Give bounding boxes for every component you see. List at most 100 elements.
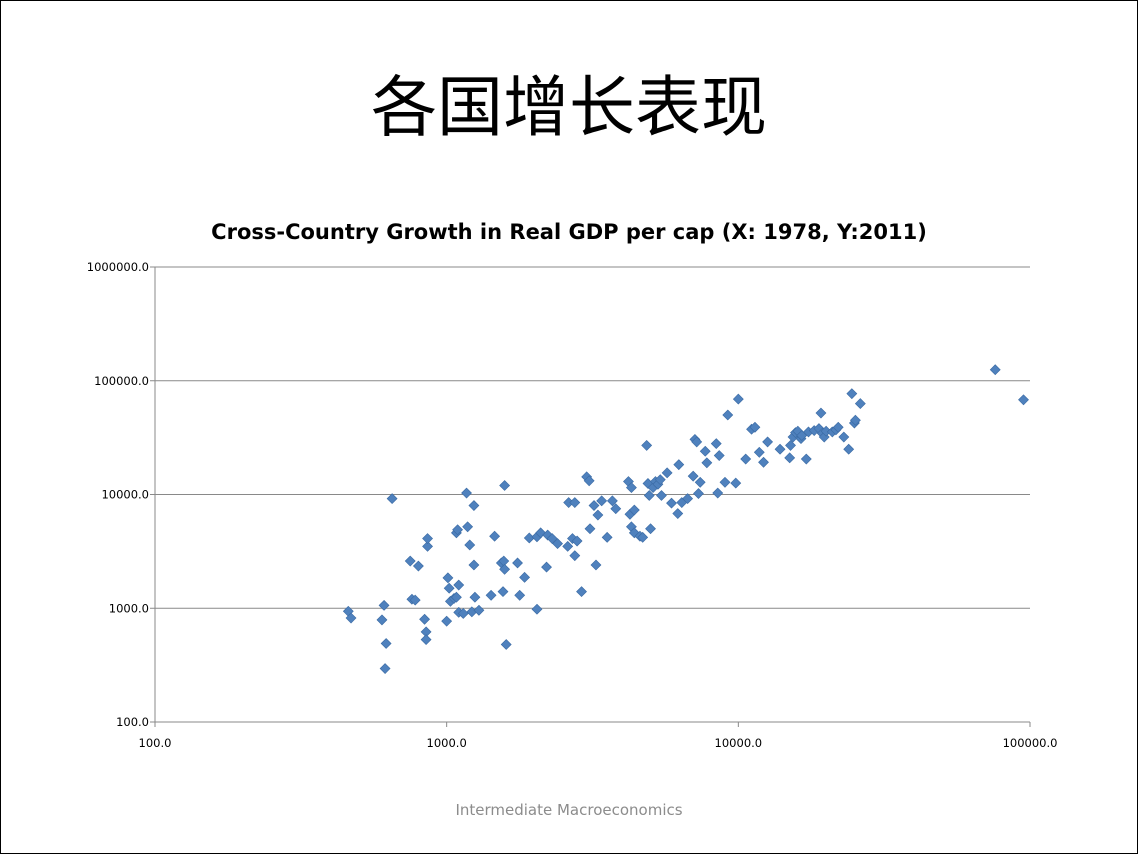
data-point-marker	[443, 582, 455, 594]
y-tick-label: 10000.0	[101, 488, 149, 502]
data-point-marker	[464, 539, 476, 551]
data-point-marker	[710, 438, 722, 450]
data-point-marker	[469, 591, 481, 603]
data-point-marker	[499, 480, 511, 491]
data-point-marker	[699, 445, 711, 457]
data-point-marker	[462, 521, 474, 533]
data-point-marker	[546, 533, 558, 544]
data-point-marker	[378, 599, 390, 611]
data-point-marker	[576, 586, 587, 598]
data-point-marker	[732, 393, 744, 405]
data-point-marker	[514, 589, 526, 601]
data-point-marker	[468, 500, 480, 511]
x-tick-label: 100.0	[139, 736, 172, 750]
data-point-marker	[569, 497, 581, 508]
y-tick-label: 100.0	[116, 715, 149, 729]
data-point-marker	[785, 440, 796, 451]
data-point-marker	[404, 555, 416, 567]
data-point-marker	[499, 563, 511, 575]
data-point-marker	[838, 431, 850, 443]
data-point-marker	[500, 639, 512, 650]
data-point-marker	[687, 470, 699, 482]
data-point-marker	[531, 603, 543, 615]
data-point-marker	[379, 663, 391, 674]
data-point-marker	[693, 488, 704, 499]
data-point-marker	[571, 535, 583, 547]
data-point-marker	[497, 586, 509, 598]
data-point-marker	[849, 414, 861, 426]
data-point-marker	[512, 557, 523, 569]
y-tick-label: 1000000.0	[87, 260, 149, 274]
data-point-marker	[815, 407, 827, 419]
data-point-marker	[656, 490, 667, 501]
data-point-marker	[562, 540, 574, 552]
y-tick-label: 1000.0	[109, 601, 149, 615]
data-point-marker	[412, 560, 424, 572]
data-point-marker	[380, 638, 392, 649]
data-point-marker	[758, 456, 769, 468]
data-point-marker	[762, 436, 774, 448]
data-point-marker	[628, 504, 640, 516]
data-point-marker	[673, 459, 685, 471]
gridlines	[155, 266, 1030, 609]
data-point-marker	[740, 453, 752, 465]
data-point-marker	[345, 612, 357, 624]
slide-title: 各国增长表现	[371, 69, 767, 146]
data-point-marker	[682, 493, 694, 505]
data-point-marker	[601, 531, 613, 543]
data-points	[342, 364, 1029, 674]
data-point-marker	[596, 495, 608, 507]
data-point-marker	[753, 446, 765, 458]
data-point-marker	[422, 540, 433, 552]
data-point-marker	[442, 572, 454, 584]
data-point-marker	[784, 452, 796, 464]
data-point-marker	[450, 591, 462, 603]
data-point-marker	[588, 500, 600, 511]
data-point-marker	[701, 457, 713, 469]
data-point-marker	[1018, 394, 1029, 406]
data-point-marker	[606, 495, 618, 507]
data-point-marker	[626, 482, 637, 494]
data-point-marker	[672, 508, 684, 519]
x-tick-label: 1000.0	[427, 736, 467, 750]
data-point-marker	[420, 634, 432, 646]
data-point-marker	[453, 579, 465, 591]
data-point-marker	[569, 550, 581, 562]
x-tick-label: 100000.0	[1003, 736, 1058, 750]
chart-title: Cross-Country Growth in Real GDP per cap…	[211, 220, 927, 244]
data-point-marker	[654, 474, 666, 486]
data-point-marker	[694, 476, 706, 488]
data-point-marker	[441, 615, 453, 627]
data-point-marker	[422, 533, 433, 544]
data-point-marker	[712, 487, 724, 499]
data-point-marker	[485, 589, 497, 601]
slide-footer: Intermediate Macroeconomics	[455, 801, 683, 819]
data-point-marker	[610, 503, 622, 515]
x-tick-label: 10000.0	[715, 736, 763, 750]
data-point-marker	[376, 614, 388, 626]
data-point-marker	[713, 450, 725, 461]
data-point-marker	[519, 571, 531, 583]
data-point-marker	[661, 467, 673, 479]
data-point-marker	[637, 531, 649, 543]
data-point-marker	[552, 538, 563, 550]
axes	[150, 266, 1031, 727]
data-point-marker	[473, 604, 485, 616]
data-point-marker	[461, 487, 472, 499]
data-point-marker	[843, 443, 855, 455]
data-point-marker	[666, 497, 677, 509]
data-point-marker	[489, 530, 501, 542]
data-point-marker	[590, 559, 602, 571]
data-point-marker	[749, 421, 761, 433]
data-point-marker	[468, 559, 480, 571]
data-point-marker	[592, 509, 604, 521]
data-point-marker	[722, 409, 734, 421]
data-point-marker	[584, 523, 596, 535]
data-point-marker	[641, 440, 653, 451]
data-point-marker	[854, 398, 866, 409]
data-point-marker	[774, 443, 786, 455]
data-point-marker	[643, 490, 655, 501]
data-point-marker	[452, 524, 464, 536]
